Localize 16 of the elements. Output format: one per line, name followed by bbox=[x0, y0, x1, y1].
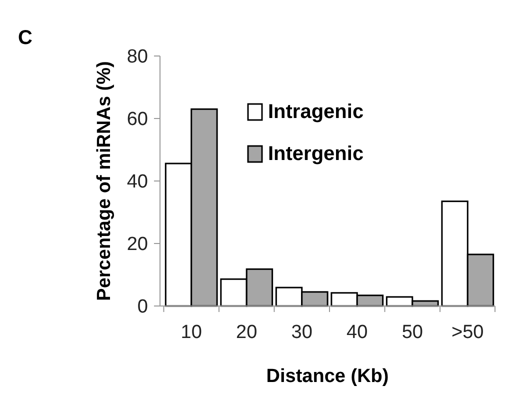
legend-label: Intergenic bbox=[268, 143, 364, 165]
y-tick-label: 60 bbox=[126, 109, 148, 130]
x-axis-title: Distance (Kb) bbox=[266, 366, 389, 387]
y-tick-label: 0 bbox=[137, 296, 148, 318]
legend-label: Intragenic bbox=[268, 101, 364, 123]
y-tick-label: 80 bbox=[126, 46, 148, 68]
y-axis-title: Percentage of miRNAs (%) bbox=[94, 61, 115, 301]
x-tick-label: 10 bbox=[180, 322, 202, 343]
x-tick-label: 20 bbox=[236, 322, 258, 343]
x-tick-label: >50 bbox=[452, 322, 484, 343]
text: C bbox=[18, 27, 32, 49]
x-tick-label: 40 bbox=[346, 322, 368, 343]
x-tick-label: 30 bbox=[291, 322, 312, 343]
y-tick-label: 20 bbox=[126, 234, 148, 256]
y-tick-label: 40 bbox=[126, 172, 148, 193]
x-tick-label: 50 bbox=[402, 322, 423, 343]
